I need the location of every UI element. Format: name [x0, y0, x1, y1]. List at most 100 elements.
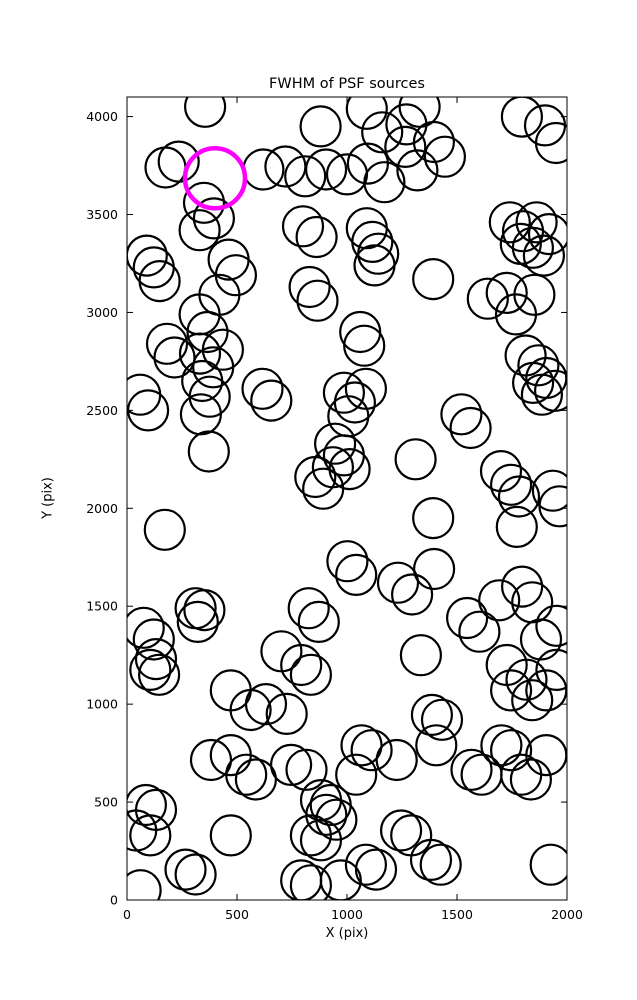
psf-circle: [511, 361, 555, 404]
psf-circle: [284, 155, 327, 198]
psf-circle: [176, 600, 219, 644]
psf-circle: [127, 373, 162, 416]
psf-circle: [322, 371, 365, 414]
psf-circle: [412, 496, 455, 540]
y-tick-label: 2000: [86, 501, 118, 516]
psf-circle: [265, 692, 308, 736]
psf-circle: [488, 201, 531, 244]
psf-circle: [326, 540, 369, 583]
psf-circle: [297, 600, 340, 644]
x-axis-label: X (pix): [325, 926, 369, 941]
psf-circle: [138, 260, 181, 303]
psf-circle: [446, 596, 489, 640]
y-tick-label: 4000: [86, 109, 118, 124]
psf-circle: [325, 153, 369, 196]
psf-circle: [412, 120, 455, 164]
x-tick-label: 500: [225, 907, 249, 922]
y-tick-label: 1000: [86, 697, 118, 712]
psf-circle: [357, 232, 400, 275]
psf-circle: [440, 393, 483, 436]
psf-circle: [184, 97, 227, 128]
psf-circle: [511, 226, 555, 269]
psf-circle: [280, 643, 323, 687]
psf-circle: [500, 565, 544, 608]
psf-circle: [535, 604, 567, 647]
psf-circle: [500, 97, 543, 138]
y-tick-label: 1500: [86, 599, 118, 614]
psf-circle: [458, 610, 501, 653]
psf-circle: [287, 587, 330, 630]
psf-circle: [450, 748, 493, 791]
psf-circle: [490, 669, 533, 712]
psf-circle: [314, 422, 357, 465]
psf-circle: [241, 367, 284, 410]
psf-circle: [385, 103, 428, 146]
psf-circle: [289, 653, 332, 696]
psf-circle: [192, 197, 235, 240]
psf-circle: [129, 814, 172, 857]
psf-circle: [351, 220, 394, 263]
psf-circle: [344, 367, 387, 410]
psf-circle: [179, 393, 222, 436]
psf-circle: [127, 783, 167, 827]
psf-circle: [375, 738, 418, 782]
psf-circle: [192, 346, 235, 389]
psf-circle: [529, 843, 567, 886]
psf-circle: [350, 729, 393, 772]
psf-circle: [244, 682, 288, 726]
psf-circle: [242, 148, 285, 191]
psf-circle: [288, 265, 331, 309]
psf-circle: [305, 793, 348, 836]
psf-circle: [478, 579, 521, 622]
psf-circle: [281, 205, 325, 248]
y-axis-label: Y (pix): [40, 477, 56, 519]
psf-circle: [449, 406, 492, 450]
psf-circle: [396, 149, 439, 192]
psf-circle: [363, 161, 406, 204]
psf-circle: [460, 753, 503, 796]
psf-circle: [485, 271, 528, 314]
psf-circle: [174, 853, 217, 896]
psf-circle: [129, 648, 172, 692]
psf-circle: [335, 753, 378, 796]
psf-circle: [380, 809, 423, 852]
psf-circle: [517, 344, 560, 387]
psf-circle: [361, 111, 404, 154]
psf-circle: [490, 463, 533, 506]
psf-circle: [511, 679, 554, 722]
markers-group: [127, 97, 567, 900]
psf-circle: [295, 215, 338, 259]
psf-circle: [466, 277, 509, 320]
psf-circle: [480, 724, 523, 767]
psf-circle: [519, 618, 563, 661]
psf-circle: [234, 758, 277, 801]
psf-circle: [509, 758, 553, 801]
psf-circle: [390, 814, 433, 857]
psf-circle: [189, 738, 233, 782]
psf-circle: [319, 859, 362, 900]
y-tick-label: 2500: [86, 403, 118, 418]
psf-circle: [299, 819, 343, 862]
psf-circle: [302, 467, 345, 510]
x-tick-label: 0: [123, 907, 131, 922]
psf-circle: [538, 485, 567, 528]
psf-circle: [497, 475, 541, 518]
psf-circle: [289, 814, 332, 857]
psf-circle: [339, 310, 382, 354]
psf-circle: [353, 244, 396, 287]
psf-circle: [153, 336, 196, 379]
psf-circle: [391, 573, 434, 616]
psf-circle: [399, 634, 442, 677]
psf-circle: [354, 848, 398, 891]
psf-circle: [415, 724, 458, 767]
psf-circle: [164, 848, 207, 891]
psf-circle: [504, 334, 547, 377]
y-tick-label: 0: [110, 893, 118, 908]
y-tick-label: 3000: [86, 305, 118, 320]
psf-circle: [294, 455, 337, 499]
psf-circle: [423, 135, 466, 178]
psf-circle: [419, 843, 462, 886]
psf-circle: [138, 653, 181, 696]
psf-circle: [143, 508, 186, 551]
